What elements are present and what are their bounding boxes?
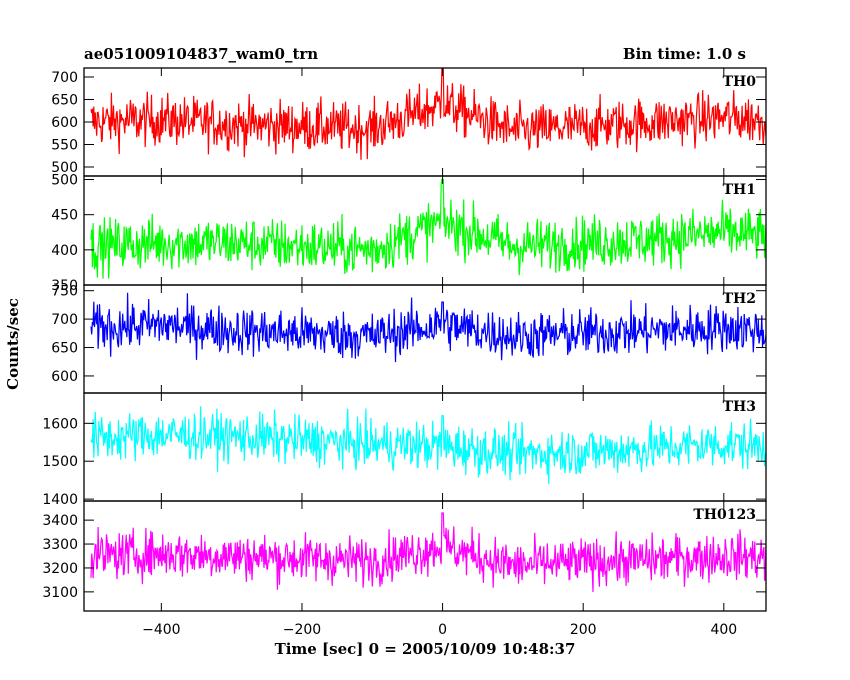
y-tick-label: 600 — [51, 369, 78, 385]
series-th2 — [90, 292, 766, 363]
panel-th0123: 3100 3200 3300 3400 TH0123 — [42, 500, 767, 612]
y-tick-label: 500 — [51, 173, 78, 189]
panels-group: 500 550 600 650 700 TH0 350 400 450 500 TH1 600 650 7… — [42, 67, 767, 638]
series-th1 — [90, 178, 766, 279]
y-tick-label: 1400 — [42, 492, 78, 508]
bin-time: Bin time: 1.0 s — [623, 45, 746, 63]
y-tick-label: 550 — [51, 138, 78, 154]
y-tick-label: 3200 — [42, 561, 78, 577]
x-tick-label: 200 — [570, 622, 597, 638]
y-tick-label: 400 — [51, 243, 78, 259]
panel-th3: 1400 1500 1600 TH3 — [42, 392, 767, 508]
y-tick-label: 1600 — [42, 416, 78, 432]
y-tick-label: 600 — [51, 115, 78, 131]
series-th0 — [90, 68, 766, 160]
x-tick-label: 0 — [438, 622, 447, 638]
panel-th0: 500 550 600 650 700 TH0 — [51, 67, 767, 177]
y-tick-label: 500 — [51, 160, 78, 176]
panel-label: TH2 — [723, 291, 756, 307]
y-tick-label: 650 — [51, 93, 78, 109]
y-tick-label: 350 — [51, 278, 78, 294]
y-tick-label: 650 — [51, 341, 78, 357]
object-name: ae051009104837_wam0_trn — [84, 45, 318, 63]
y-tick-label: 3400 — [42, 513, 78, 529]
panel-th1: 350 400 450 500 TH1 — [51, 173, 767, 294]
series-th3 — [90, 406, 766, 485]
y-tick-label: 450 — [51, 208, 78, 224]
x-tick-label: −400 — [142, 622, 180, 638]
panel-label: TH3 — [723, 399, 756, 415]
panel-frame — [83, 500, 767, 612]
panel-th2: 600 650 700 750 TH2 — [51, 284, 767, 394]
panel-label: TH1 — [723, 182, 756, 198]
x-tick-label: 400 — [710, 622, 737, 638]
x-axis: −400 −200 0 200 400 — [142, 622, 737, 638]
y-tick-label: 3100 — [42, 585, 78, 601]
x-axis-title: Time [sec] 0 = 2005/10/09 10:48:37 — [275, 640, 576, 658]
y-tick-label: 750 — [51, 284, 78, 300]
panel-label: TH0123 — [693, 507, 756, 523]
series-th0123 — [90, 512, 766, 593]
y-tick-label: 700 — [51, 312, 78, 328]
y-axis-title: Counts/sec — [4, 298, 22, 390]
y-tick-label: 3300 — [42, 537, 78, 553]
x-tick-label: −200 — [283, 622, 321, 638]
y-tick-label: 1500 — [42, 454, 78, 470]
panel-label: TH0 — [723, 74, 757, 90]
y-tick-label: 700 — [51, 70, 78, 86]
